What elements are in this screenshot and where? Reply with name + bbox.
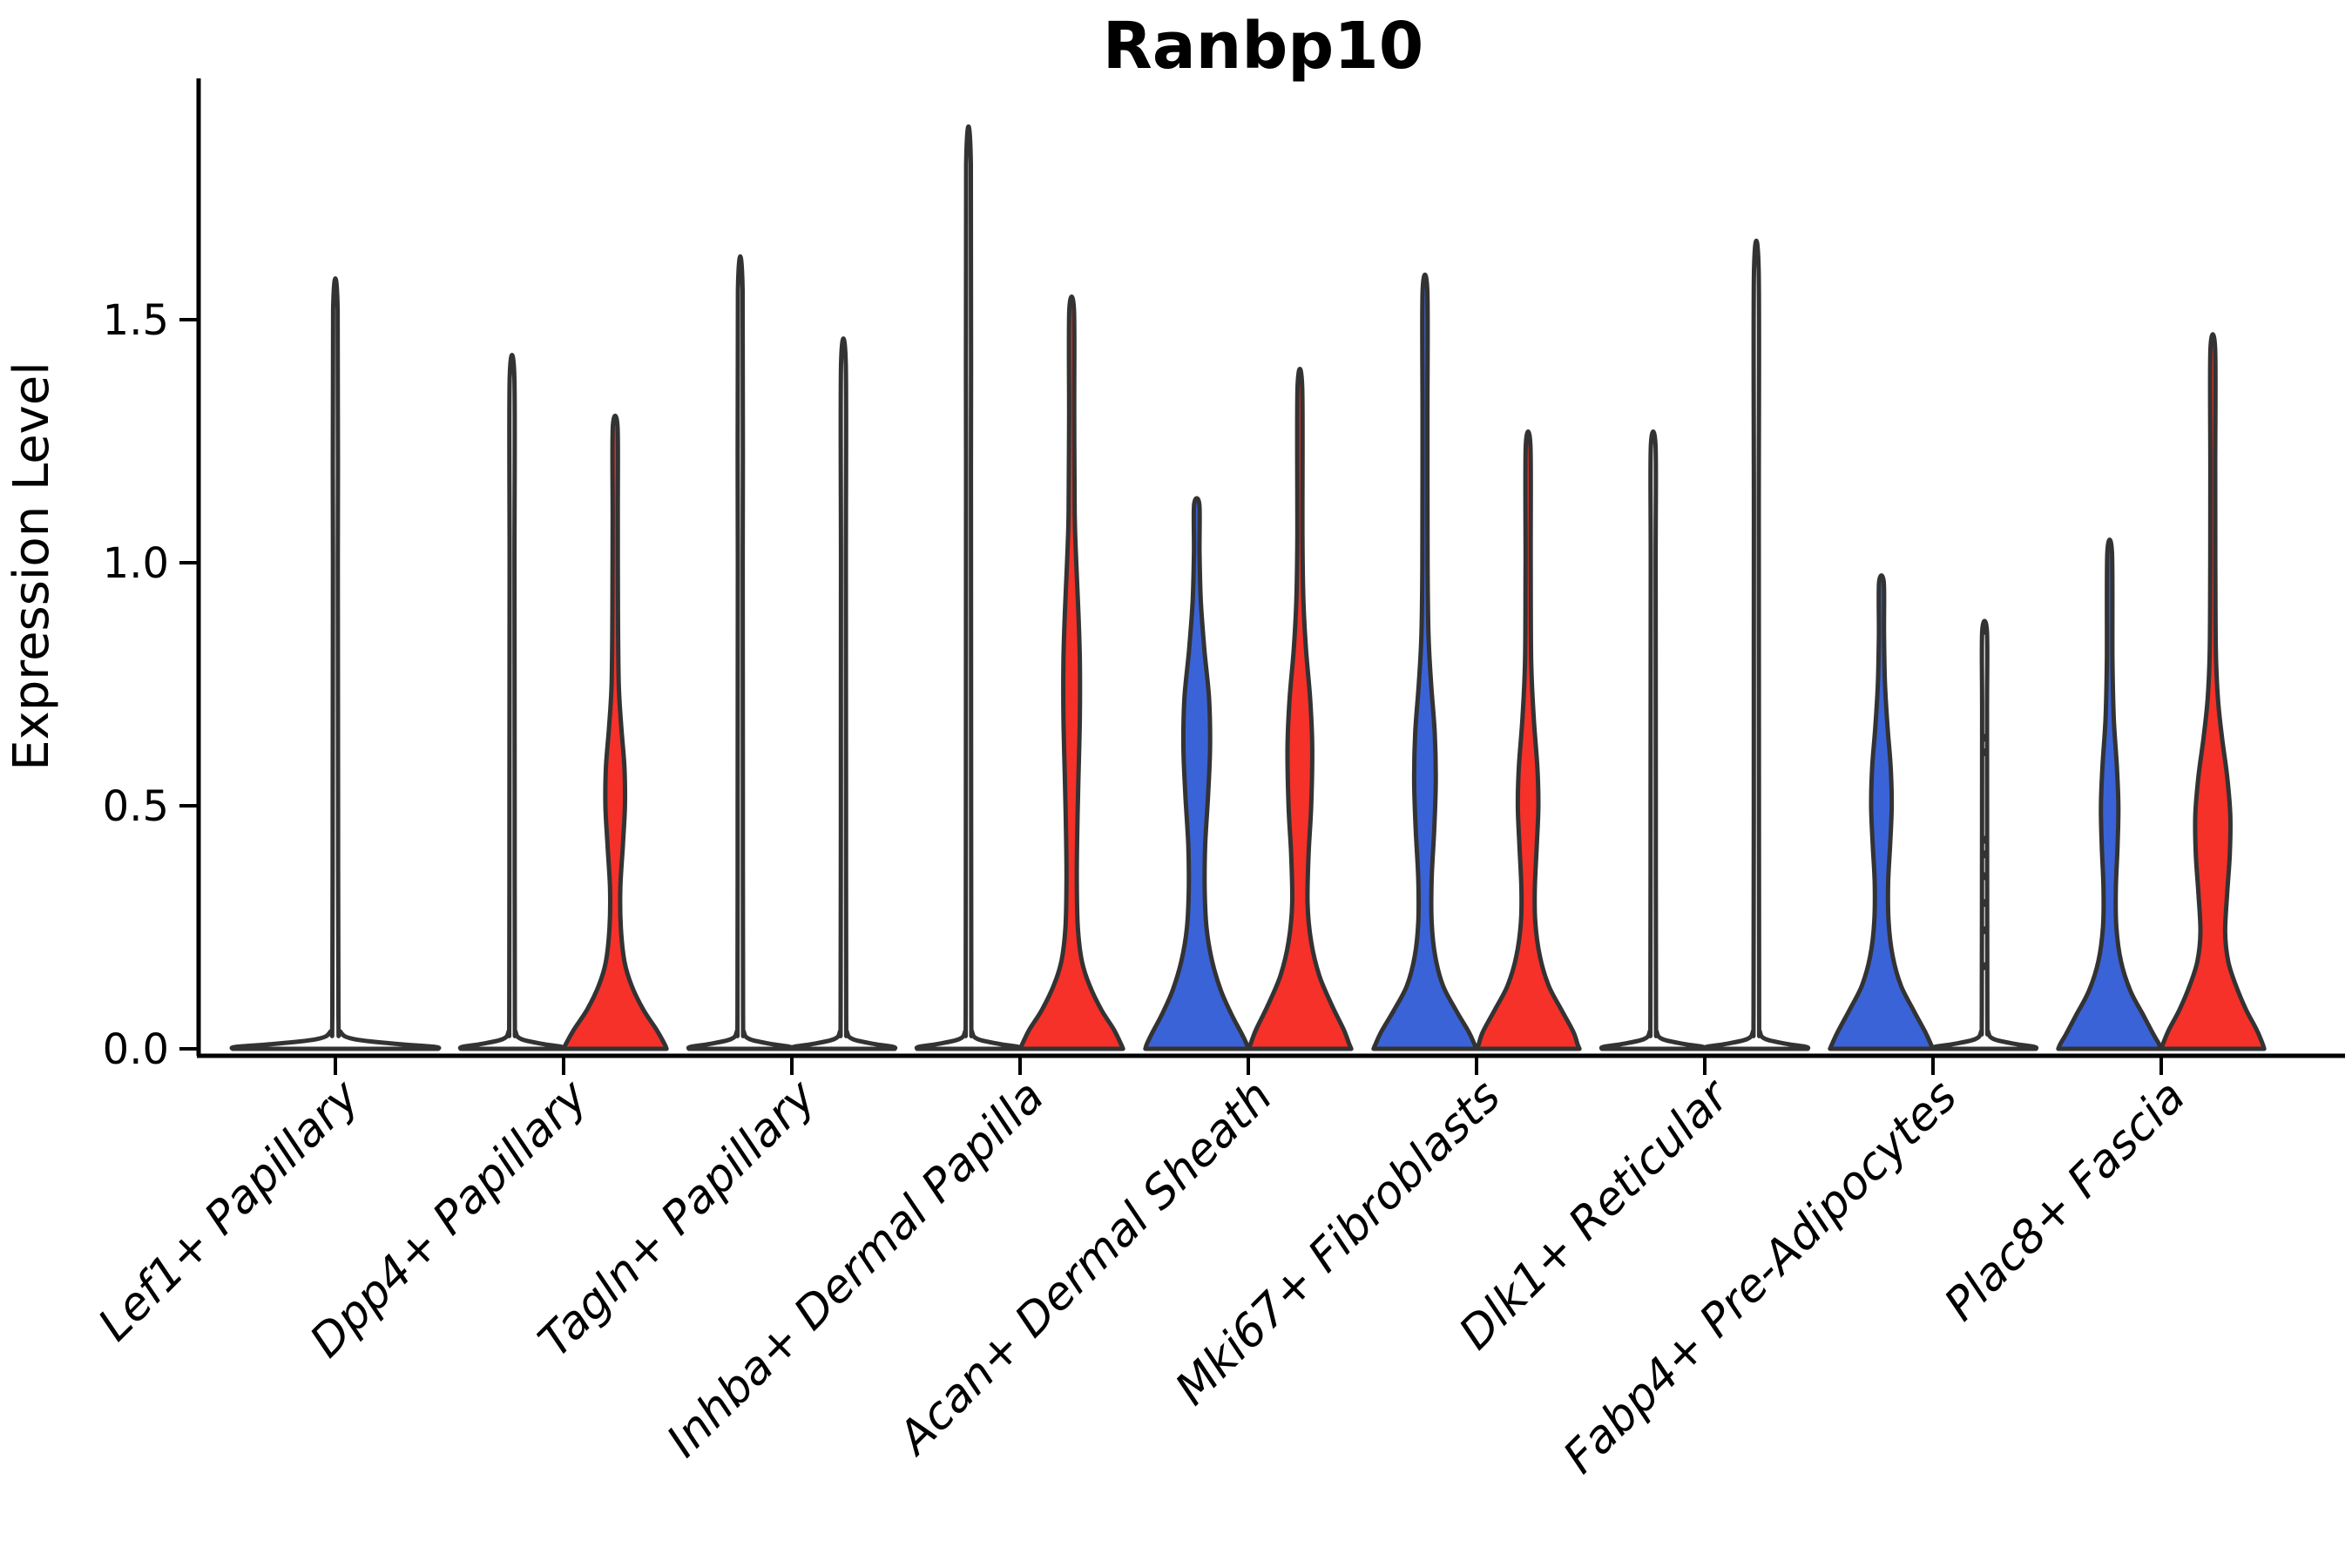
violin-fabp4-pre-adipocytes-left — [1828, 573, 1936, 1051]
violin-data-point — [1980, 626, 1989, 635]
violin-tagln-papillary-right — [789, 336, 898, 1051]
violin-mki67-fibroblasts-right — [1474, 429, 1582, 1051]
violin-tagln-papillary-left — [686, 254, 794, 1051]
violin-inhba-dermal-papilla-right — [1017, 294, 1125, 1051]
violin-data-point — [1980, 899, 1989, 908]
violin-fabp4-pre-adipocytes-right — [1930, 618, 2039, 1051]
violin-dpp4-papillary-right — [561, 413, 669, 1051]
y-axis-label: Expression Level — [3, 362, 60, 771]
y-tick-label: 0.0 — [103, 1025, 169, 1074]
violin-acan-dermal-sheath-right — [1246, 367, 1354, 1051]
violin-lef1-papillary-single — [229, 276, 442, 1051]
violin-plac8-fascia-left — [2056, 537, 2164, 1051]
violin-plac8-fascia-right — [2159, 332, 2267, 1051]
violin-data-point — [1980, 850, 1989, 859]
x-tick-label: Acan+ Dermal Sheath — [887, 1071, 1282, 1466]
y-tick-label: 1.5 — [103, 296, 169, 345]
x-tick-label: Fabp4+ Pre-Adipocytes — [1554, 1071, 1968, 1484]
violin-data-point — [1980, 835, 1989, 844]
violin-inhba-dermal-papilla-left — [914, 125, 1023, 1051]
chart-title: Ranbp10 — [1103, 9, 1424, 84]
axes-layer: 0.0 0.5 1.0 1.5 — [103, 78, 2345, 1075]
x-tick-label: Inhba+ Dermal Papilla — [657, 1071, 1054, 1468]
violin-data-point — [1980, 926, 1989, 935]
violin-dpp4-papillary-left — [457, 353, 566, 1051]
violin-mki67-fibroblasts-left — [1371, 272, 1479, 1051]
violin-dlk1-reticular-right — [1702, 238, 1811, 1051]
violin-dlk1-reticular-left — [1598, 429, 1707, 1051]
violin-acan-dermal-sheath-left — [1143, 496, 1251, 1051]
violin-data-point — [1980, 962, 1989, 970]
violin-data-point — [1980, 733, 1989, 742]
violin-data-point — [1980, 748, 1989, 757]
violin-data-point — [1980, 872, 1989, 881]
violins-layer — [229, 125, 2267, 1051]
y-tick-label: 0.5 — [103, 782, 169, 831]
x-tick-label: Plac8+ Fascia — [1935, 1071, 2195, 1331]
y-tick-label: 1.0 — [103, 539, 169, 588]
